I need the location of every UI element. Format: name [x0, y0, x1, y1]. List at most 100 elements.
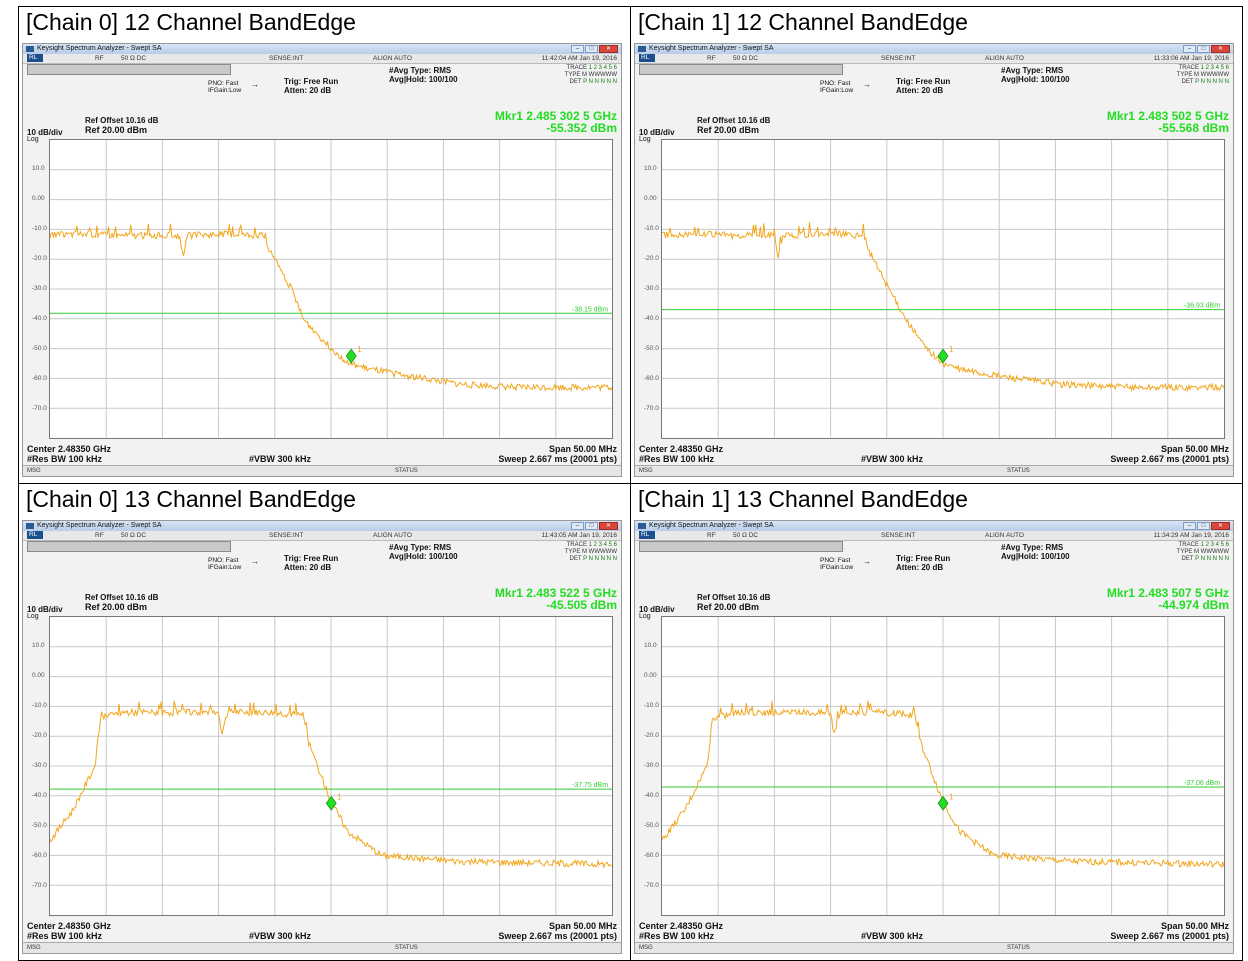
y-tick-label: -60.0 — [32, 375, 47, 382]
center-frequency: Center 2.48350 GHz — [639, 444, 724, 454]
y-tick-label: -70.0 — [644, 405, 659, 412]
limit-label: -37.75 dBm — [572, 782, 608, 789]
rf-indicator: RF — [95, 532, 104, 539]
window-titlebar: Keysight Spectrum Analyzer - Swept SA – … — [23, 44, 621, 54]
marker-level: -55.352 dBm — [546, 121, 617, 135]
app-icon — [26, 523, 34, 529]
spectrum-svg: -37.75 dBm 1 — [50, 617, 612, 915]
window-controls: – □ ✕ — [1183, 522, 1230, 530]
spectrum-trace — [662, 222, 1224, 393]
maximize-icon[interactable]: □ — [1197, 522, 1210, 530]
video-bandwidth: #VBW 300 kHz — [861, 931, 924, 941]
status-label: STATUS — [395, 468, 418, 474]
status-row: RL RF 50 Ω DC SENSE:INT ALIGN AUTO 11:42… — [23, 54, 621, 64]
limit-label: -38.15 dBm — [572, 306, 608, 313]
app-icon — [26, 46, 34, 52]
window-controls: – □ ✕ — [1183, 45, 1230, 53]
trigger-setting: Trig: Free Run — [284, 554, 339, 563]
cell-caption: [Chain 0] 13 Channel BandEdge — [26, 486, 356, 512]
status-label: STATUS — [395, 945, 418, 951]
span: Span 50.00 MHz — [1160, 921, 1229, 931]
close-icon[interactable]: ✕ — [599, 45, 618, 53]
timestamp: 11:42:04 AM Jan 19, 2016 — [541, 55, 617, 62]
command-input[interactable] — [27, 541, 231, 552]
log-label: Log — [639, 136, 651, 143]
avg-type: #Avg Type: RMS — [389, 543, 452, 552]
minimize-icon[interactable]: – — [571, 522, 584, 530]
marker-number: 1 — [357, 345, 362, 354]
marker-diamond[interactable] — [345, 348, 357, 364]
minimize-icon[interactable]: – — [1183, 45, 1196, 53]
rf-indicator: RF — [707, 55, 716, 62]
close-icon[interactable]: ✕ — [599, 522, 618, 530]
maximize-icon[interactable]: □ — [585, 522, 598, 530]
sweep-time: Sweep 2.667 ms (20001 pts) — [498, 931, 617, 941]
span: Span 50.00 MHz — [548, 921, 617, 931]
resolution-bandwidth: #Res BW 100 kHz — [27, 931, 103, 941]
y-tick-label: 10.0 — [644, 642, 657, 649]
cell-caption: [Chain 0] 12 Channel BandEdge — [26, 9, 356, 35]
maximize-icon[interactable]: □ — [1197, 45, 1210, 53]
y-tick-label: -10.0 — [32, 225, 47, 232]
center-frequency: Center 2.48350 GHz — [639, 921, 724, 931]
window-controls: – □ ✕ — [571, 522, 618, 530]
avg-hold: Avg|Hold: 100/100 — [1001, 552, 1070, 561]
y-tick-label: -50.0 — [644, 345, 659, 352]
cell-caption: [Chain 1] 13 Channel BandEdge — [638, 486, 968, 512]
minimize-icon[interactable]: – — [571, 45, 584, 53]
cell-caption: [Chain 1] 12 Channel BandEdge — [638, 9, 968, 35]
timestamp: 11:34:29 AM Jan 19, 2016 — [1153, 532, 1229, 539]
y-tick-label: -20.0 — [32, 732, 47, 739]
y-tick-label: 0.00 — [32, 195, 45, 202]
command-input[interactable] — [639, 541, 843, 552]
command-input[interactable] — [639, 64, 843, 75]
span: Span 50.00 MHz — [1160, 444, 1229, 454]
marker-diamond[interactable] — [325, 795, 337, 811]
msg-label: MSG — [27, 945, 41, 951]
command-input[interactable] — [27, 64, 231, 75]
y-tick-label: -10.0 — [644, 702, 659, 709]
sweep-time: Sweep 2.667 ms (20001 pts) — [1110, 454, 1229, 464]
video-bandwidth: #VBW 300 kHz — [861, 454, 924, 464]
spectrum-svg: -36.93 dBm 1 — [662, 140, 1224, 438]
atten-setting: Atten: 20 dB — [284, 86, 332, 95]
minimize-icon[interactable]: – — [1183, 522, 1196, 530]
marker-number: 1 — [337, 792, 342, 801]
marker-diamond[interactable] — [937, 348, 949, 364]
scale-label: 10 dB/div — [27, 605, 63, 614]
analyzer-screenshot: Keysight Spectrum Analyzer - Swept SA – … — [22, 43, 622, 477]
maximize-icon[interactable]: □ — [585, 45, 598, 53]
ref-level: Ref 20.00 dBm — [697, 125, 760, 135]
ifgain-setting: IFGain:Low — [820, 87, 854, 94]
y-tick-label: -40.0 — [644, 792, 659, 799]
pno-setting: PNO: Fast — [820, 80, 851, 87]
resolution-bandwidth: #Res BW 100 kHz — [27, 454, 103, 464]
marker-diamond[interactable] — [937, 795, 949, 811]
rf-indicator: RF — [707, 532, 716, 539]
y-tick-label: 10.0 — [644, 165, 657, 172]
sense-indicator: SENSE:INT — [269, 532, 304, 539]
close-icon[interactable]: ✕ — [1211, 522, 1230, 530]
limit-label: -37.06 dBm — [1184, 780, 1220, 787]
impedance-indicator: 50 Ω DC — [733, 55, 759, 62]
message-bar: MSG STATUS — [23, 465, 621, 476]
msg-label: MSG — [639, 468, 653, 474]
log-label: Log — [27, 613, 39, 620]
resolution-bandwidth: #Res BW 100 kHz — [639, 931, 715, 941]
align-indicator: ALIGN AUTO — [985, 532, 1024, 539]
window-title: Keysight Spectrum Analyzer - Swept SA — [649, 45, 774, 52]
status-row: RL RF 50 Ω DC SENSE:INT ALIGN AUTO 11:43… — [23, 531, 621, 541]
spectrum-trace — [50, 223, 612, 393]
analyzer-screenshot: Keysight Spectrum Analyzer - Swept SA – … — [634, 520, 1234, 954]
message-bar: MSG STATUS — [23, 942, 621, 953]
ref-level: Ref 20.00 dBm — [85, 125, 148, 135]
bandedge-cell-2: [Chain 1] 12 Channel BandEdge Keysight S… — [630, 6, 1243, 484]
timestamp: 11:33:06 AM Jan 19, 2016 — [1153, 55, 1229, 62]
marker-frequency: Mkr1 2.485 302 5 GHz — [494, 109, 617, 123]
close-icon[interactable]: ✕ — [1211, 45, 1230, 53]
limit-label: -36.93 dBm — [1184, 303, 1220, 310]
y-tick-label: -50.0 — [644, 822, 659, 829]
bandedge-cell-1: [Chain 0] 12 Channel BandEdge Keysight S… — [18, 6, 631, 484]
y-tick-label: -20.0 — [32, 255, 47, 262]
app-icon — [638, 523, 646, 529]
